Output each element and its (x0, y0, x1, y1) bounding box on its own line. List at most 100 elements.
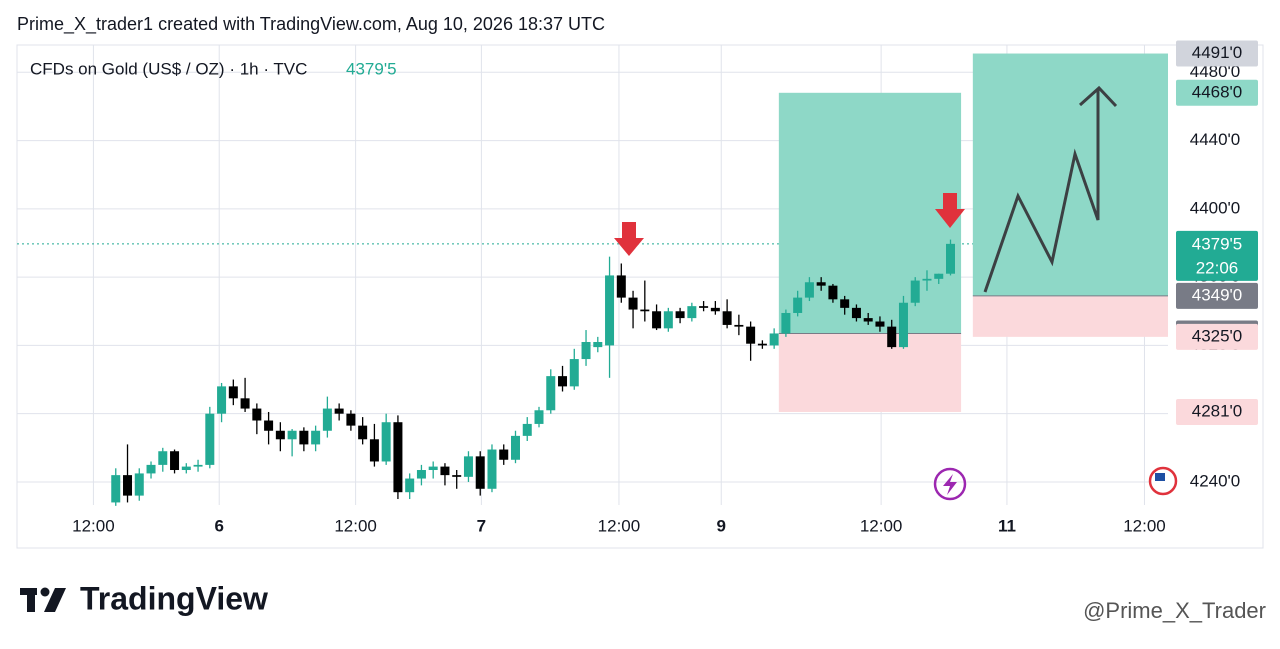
candle-body (228, 386, 238, 399)
candle-body (416, 470, 426, 479)
legend-title: CFDs on Gold (US$ / OZ) · 1h · TVC (30, 59, 307, 78)
arrow (622, 222, 636, 238)
logo-mark (27, 588, 35, 612)
candle-body (875, 321, 885, 327)
price-label: 4468'0 (1192, 82, 1243, 101)
candle-body (299, 430, 309, 445)
x-tick-label: 7 (477, 516, 486, 535)
x-tick-label: 12:00 (334, 516, 377, 535)
candle-body (240, 398, 250, 409)
candle-body (699, 306, 709, 308)
candle-body (652, 311, 662, 329)
candle-body (275, 430, 285, 440)
candle-body (487, 449, 497, 489)
candles (111, 239, 955, 506)
logo-mark (44, 588, 66, 612)
x-tick-label: 12:00 (598, 516, 641, 535)
candle-body (181, 466, 191, 471)
candle-body (816, 282, 826, 286)
header: Prime_X_trader1 created with TradingView… (17, 14, 605, 35)
candle-body (522, 423, 532, 436)
candle-body (663, 311, 673, 329)
y-tick-label: 4480'0 (1190, 62, 1241, 81)
last-price-box (1176, 230, 1258, 281)
candle-body (793, 297, 803, 313)
countdown: 22:06 (1196, 258, 1239, 277)
candle-body (675, 311, 685, 319)
candle-body (934, 273, 944, 279)
candle-body (546, 376, 556, 411)
candle-body (628, 297, 638, 310)
candle-body (463, 456, 473, 477)
candle-body (193, 464, 203, 467)
candle-body (687, 306, 697, 319)
candle-body (945, 243, 955, 274)
watermark: @Prime_X_Trader (1083, 598, 1266, 623)
last-price-label: 4379'5 (1192, 234, 1243, 253)
candle-body (311, 430, 321, 445)
candle-body (428, 466, 438, 471)
candle-body (616, 275, 626, 298)
price-label: 4325'0 (1192, 326, 1243, 345)
logo: TradingView (20, 580, 268, 616)
candle-body (828, 285, 838, 300)
candle-body (558, 376, 568, 387)
candle-body (334, 408, 344, 414)
price-label-box (1176, 282, 1258, 309)
arrow (614, 238, 644, 256)
price-label-box (1176, 323, 1258, 350)
candle-body (781, 312, 791, 334)
candle-body (887, 326, 897, 348)
x-tick-label: 6 (214, 516, 223, 535)
logo-text: TradingView (80, 580, 268, 616)
candle-body (851, 307, 861, 319)
candle-body (757, 343, 767, 346)
event-icon[interactable] (933, 467, 967, 501)
price-label-box (1176, 40, 1258, 67)
candle-body (217, 386, 227, 414)
candle-body (452, 475, 462, 477)
arrow (943, 193, 957, 209)
candle-body (134, 473, 144, 496)
candle-body (205, 413, 215, 465)
candle-body (358, 425, 368, 440)
candle-body (910, 280, 920, 303)
price-label-box (1176, 398, 1258, 425)
arrow (935, 209, 965, 228)
arrow-head (1078, 85, 1118, 108)
candle-body (581, 341, 591, 360)
event-icon (943, 474, 957, 495)
candle-body (593, 341, 603, 348)
candle-body (605, 275, 615, 346)
candle-body (475, 456, 485, 489)
candle-body (123, 475, 133, 496)
candle-body (922, 278, 932, 281)
x-tick-label: 11 (998, 516, 1016, 535)
candle-body (569, 359, 579, 387)
logo-mark (40, 587, 50, 597)
candle-body (369, 439, 379, 462)
candle-body (440, 466, 450, 476)
drawings (614, 85, 1178, 501)
y-tick-label: 4240'0 (1190, 471, 1241, 490)
x-tick-label: 9 (717, 516, 726, 535)
candle-body (499, 449, 509, 460)
x-tick-label: 12:00 (1123, 516, 1166, 535)
zigzag-arrow (983, 90, 1100, 293)
stop-zone (972, 295, 1168, 337)
y-tick-label: 4440'0 (1190, 130, 1241, 149)
candle-body (898, 302, 908, 348)
candle-body (746, 326, 756, 344)
candle-body (381, 422, 391, 462)
price-label: 4491'0 (1192, 43, 1243, 62)
candle-body (534, 410, 544, 424)
candle-body (840, 299, 850, 308)
candle-body (346, 413, 356, 426)
flag-icon (1155, 473, 1165, 481)
candle-body (734, 324, 744, 327)
candle-body (710, 307, 720, 312)
candle-body (252, 408, 262, 421)
price-label: 4349'0 (1192, 285, 1243, 304)
price-label: 4281'0 (1192, 401, 1243, 420)
